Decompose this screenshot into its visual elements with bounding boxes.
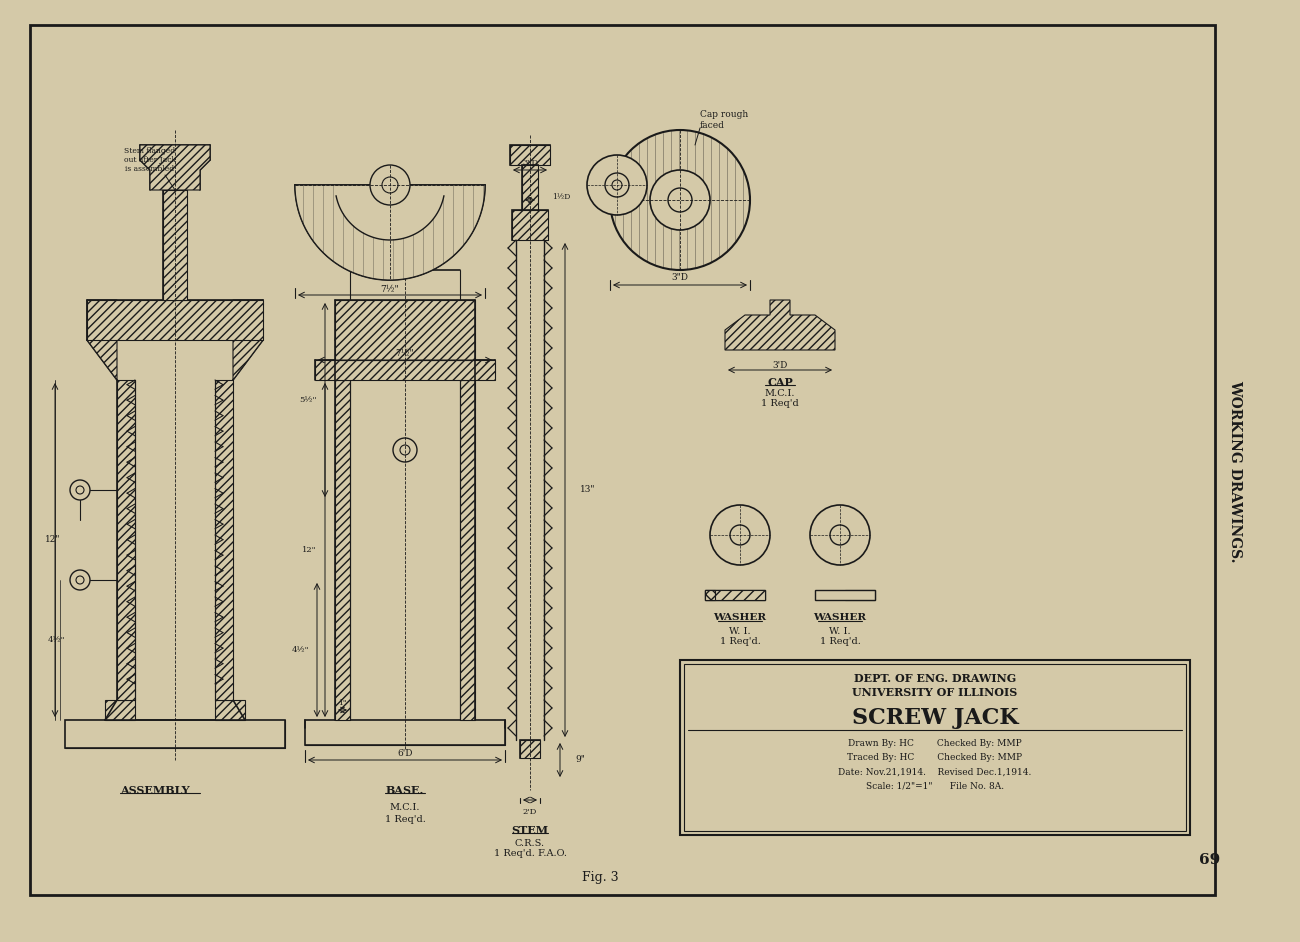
Text: WORKING DRAWINGS.: WORKING DRAWINGS.: [1228, 380, 1242, 562]
Text: 6'D: 6'D: [398, 749, 413, 757]
Text: WASHER: WASHER: [714, 613, 767, 623]
Polygon shape: [510, 145, 550, 165]
Bar: [523, 165, 538, 210]
Text: CAP: CAP: [767, 377, 793, 387]
Circle shape: [650, 170, 710, 230]
Circle shape: [70, 480, 90, 500]
Text: UNIVERSITY OF ILLINOIS: UNIVERSITY OF ILLINOIS: [853, 687, 1018, 697]
Circle shape: [604, 173, 629, 197]
Circle shape: [370, 165, 410, 205]
Polygon shape: [523, 165, 538, 210]
Polygon shape: [306, 720, 504, 745]
Text: M.C.I.: M.C.I.: [764, 389, 796, 398]
Polygon shape: [295, 185, 485, 280]
Text: C.R.S.: C.R.S.: [515, 838, 545, 848]
Text: Drawn By: HC        Checked By: MMP: Drawn By: HC Checked By: MMP: [848, 739, 1022, 749]
Bar: [815, 590, 875, 600]
Polygon shape: [214, 700, 244, 720]
Text: Traced By: HC        Checked By: MMP: Traced By: HC Checked By: MMP: [848, 754, 1023, 762]
Circle shape: [829, 525, 850, 545]
Text: BASE.: BASE.: [386, 785, 424, 795]
Text: SCREW JACK: SCREW JACK: [852, 707, 1018, 729]
Text: 1 Req'd. F.A.O.: 1 Req'd. F.A.O.: [494, 850, 567, 858]
Text: 12": 12": [303, 546, 317, 554]
Circle shape: [70, 570, 90, 590]
Text: Date: Nov.21,1914.    Revised Dec.1,1914.: Date: Nov.21,1914. Revised Dec.1,1914.: [838, 768, 1032, 776]
Text: ASSEMBLY: ASSEMBLY: [120, 785, 190, 795]
Polygon shape: [335, 380, 350, 720]
Polygon shape: [117, 380, 135, 700]
Polygon shape: [520, 740, 540, 758]
Text: 1 Req'd.: 1 Req'd.: [385, 816, 425, 824]
Text: 1 Req'd: 1 Req'd: [760, 399, 800, 409]
Circle shape: [610, 130, 750, 270]
Polygon shape: [233, 300, 263, 380]
Text: W. I.: W. I.: [829, 626, 850, 636]
Text: Fig. 3: Fig. 3: [581, 871, 619, 885]
Polygon shape: [87, 300, 117, 380]
Text: Cap rough
faced: Cap rough faced: [699, 110, 749, 130]
Text: 13": 13": [580, 485, 595, 495]
Text: 1½D: 1½D: [552, 193, 571, 201]
Polygon shape: [725, 300, 835, 350]
Text: 3'D: 3'D: [772, 361, 788, 369]
Circle shape: [393, 438, 417, 462]
Bar: [680, 660, 1190, 835]
Text: STEM: STEM: [511, 824, 549, 836]
Bar: [510, 145, 550, 165]
Circle shape: [382, 177, 398, 193]
Circle shape: [75, 576, 84, 584]
Text: 12": 12": [44, 535, 60, 544]
Polygon shape: [335, 300, 474, 360]
Text: 7½": 7½": [395, 349, 415, 358]
Polygon shape: [65, 720, 285, 748]
Circle shape: [612, 180, 621, 190]
Circle shape: [710, 505, 770, 565]
Text: DEPT. OF ENG. DRAWING: DEPT. OF ENG. DRAWING: [854, 673, 1017, 684]
Text: 69: 69: [1200, 853, 1221, 867]
Circle shape: [588, 155, 647, 215]
Text: 7½": 7½": [381, 284, 399, 294]
Text: 5½": 5½": [299, 396, 317, 404]
Polygon shape: [512, 210, 549, 240]
Polygon shape: [140, 145, 211, 190]
Text: 1 Req'd.: 1 Req'd.: [819, 638, 861, 646]
Polygon shape: [705, 590, 764, 600]
Circle shape: [75, 486, 84, 494]
Text: 9": 9": [575, 755, 585, 765]
Polygon shape: [87, 300, 263, 340]
Text: 4½": 4½": [47, 636, 65, 644]
Circle shape: [731, 525, 750, 545]
Text: Scale: 1/2"=1"      File No. 8A.: Scale: 1/2"=1" File No. 8A.: [866, 782, 1004, 790]
Text: 3"D: 3"D: [521, 159, 538, 167]
Bar: [705, 590, 764, 600]
Text: 3"D: 3"D: [672, 273, 689, 283]
Circle shape: [400, 445, 410, 455]
Polygon shape: [725, 300, 835, 350]
Text: WASHER: WASHER: [814, 613, 867, 623]
Bar: [306, 720, 504, 745]
Circle shape: [810, 505, 870, 565]
Polygon shape: [315, 360, 495, 380]
Text: M.C.I.: M.C.I.: [390, 804, 420, 813]
Polygon shape: [845, 590, 875, 600]
Polygon shape: [105, 700, 135, 720]
Text: 2'D: 2'D: [523, 808, 537, 816]
Text: 1": 1": [338, 699, 346, 707]
Polygon shape: [162, 190, 187, 300]
Text: W. I.: W. I.: [729, 626, 751, 636]
Text: 4½": 4½": [291, 646, 309, 654]
Bar: [520, 740, 540, 758]
Circle shape: [668, 188, 692, 212]
Polygon shape: [705, 590, 715, 600]
Bar: [512, 210, 549, 240]
Polygon shape: [460, 380, 474, 720]
Bar: [65, 720, 285, 748]
Bar: [684, 664, 1186, 831]
Text: 1 Req'd.: 1 Req'd.: [720, 638, 760, 646]
Text: Stem flanged
out after Jack
is assembled: Stem flanged out after Jack is assembled: [124, 147, 176, 173]
Polygon shape: [214, 380, 233, 700]
